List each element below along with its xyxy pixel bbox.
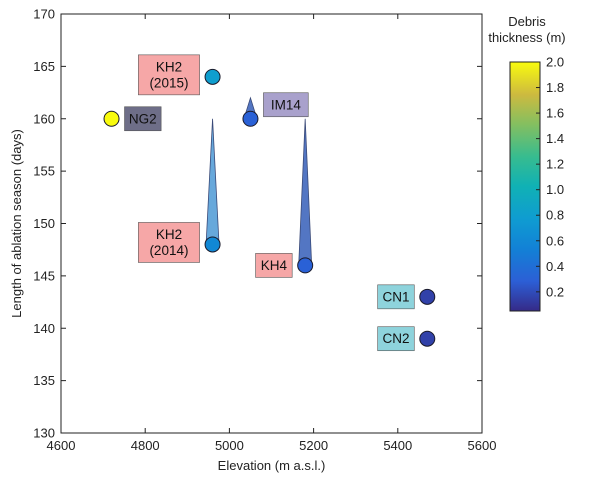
label-box-bg: [138, 222, 200, 263]
point-label-box: IM14: [263, 92, 309, 118]
data-point: [242, 110, 259, 127]
data-point: [103, 110, 120, 127]
y-tick-label: 160: [33, 111, 55, 126]
colorbar-tick-label: 0.6: [546, 233, 564, 248]
data-point: [419, 330, 436, 347]
y-axis-label: Length of ablation season (days): [9, 129, 24, 318]
colorbar-tick-label: 1.6: [546, 106, 564, 121]
x-tick-label: 5200: [299, 438, 328, 453]
data-point: [204, 236, 221, 253]
colorbar-tick-label: 0.8: [546, 208, 564, 223]
label-box-bg: [377, 326, 415, 352]
data-point: [204, 68, 221, 85]
site-label: IM14: [271, 97, 302, 112]
point-label-box: CN1: [377, 284, 415, 310]
range-wedge: [298, 118, 313, 266]
y-tick-label: 145: [33, 268, 55, 283]
site-label: KH2 (2015): [149, 59, 188, 90]
site-label: NG2: [129, 111, 157, 126]
label-box-bg: [263, 92, 309, 118]
point-label-box: CN2: [377, 326, 415, 352]
site-label: KH2 (2014): [149, 227, 188, 258]
x-tick-label: 4600: [47, 438, 76, 453]
data-point: [297, 257, 314, 274]
y-tick-label: 150: [33, 216, 55, 231]
point-label-box: KH2 (2014): [138, 222, 200, 263]
point-label-box: NG2: [124, 106, 162, 132]
colorbar-tick-label: 2.0: [546, 55, 564, 70]
y-tick-label: 155: [33, 164, 55, 179]
colorbar-title: Debris thickness (m): [488, 14, 565, 45]
colorbar-tick-label: 1.0: [546, 182, 564, 197]
label-box-bg: [255, 253, 293, 278]
range-wedge: [205, 118, 220, 245]
site-label: KH4: [261, 258, 288, 273]
x-axis-label: Elevation (m a.s.l.): [218, 458, 326, 473]
site-label: CN1: [382, 289, 409, 304]
colorbar: [509, 61, 541, 312]
x-tick-label: 4800: [131, 438, 160, 453]
label-box-bg: [138, 54, 200, 96]
label-box-bg: [124, 106, 162, 132]
y-tick-label: 135: [33, 373, 55, 388]
point-label-box: KH2 (2015): [138, 54, 200, 96]
x-tick-label: 5000: [215, 438, 244, 453]
data-point: [419, 288, 436, 305]
x-tick-label: 5400: [383, 438, 412, 453]
site-label: CN2: [382, 331, 409, 346]
y-tick-label: 130: [33, 426, 55, 441]
colorbar-tick-label: 1.4: [546, 131, 564, 146]
plot-frame: [60, 13, 483, 434]
point-label-box: KH4: [255, 253, 293, 278]
colorbar-tick-label: 1.8: [546, 80, 564, 95]
colorbar-tick-label: 0.4: [546, 259, 564, 274]
colorbar-tick-label: 0.2: [546, 284, 564, 299]
x-tick-label: 5600: [468, 438, 497, 453]
y-tick-label: 140: [33, 321, 55, 336]
y-tick-label: 165: [33, 59, 55, 74]
label-box-bg: [377, 284, 415, 310]
colorbar-tick-label: 1.2: [546, 157, 564, 172]
y-tick-label: 170: [33, 7, 55, 22]
